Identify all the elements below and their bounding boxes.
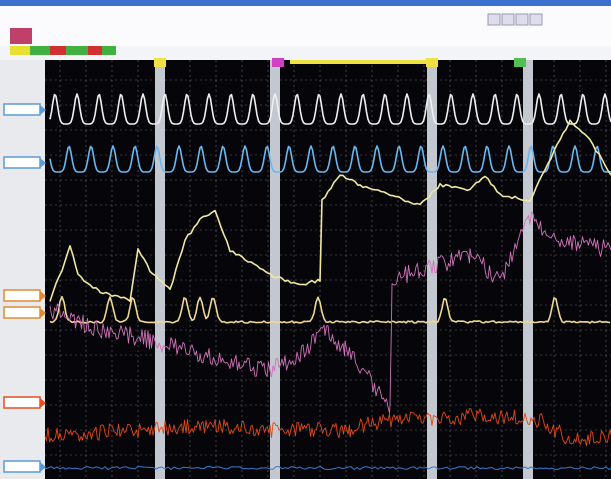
event-bar: [270, 60, 280, 479]
status-strip: [10, 46, 116, 55]
status-cell: [10, 46, 30, 55]
channel-tab: [4, 307, 40, 318]
channel-tab: [4, 157, 40, 168]
event-marker: [272, 58, 284, 67]
event-marker: [154, 58, 166, 67]
channel-tab: [4, 461, 40, 472]
window-button[interactable]: [488, 14, 500, 25]
status-cell: [102, 46, 116, 55]
window-button[interactable]: [516, 14, 528, 25]
window-button[interactable]: [502, 14, 514, 25]
record-indicator[interactable]: [10, 28, 32, 44]
status-cell: [30, 46, 50, 55]
channel-tab: [4, 290, 40, 301]
marker-band: [290, 60, 430, 64]
event-bar: [155, 60, 165, 479]
event-marker: [514, 58, 526, 67]
channel-tab: [4, 104, 40, 115]
window-button[interactable]: [530, 14, 542, 25]
status-cell: [66, 46, 88, 55]
channel-sidebar: [0, 60, 45, 479]
status-cell: [50, 46, 66, 55]
status-cell: [88, 46, 102, 55]
toolbar: [0, 6, 611, 46]
title-strip: [0, 0, 611, 6]
channel-tab: [4, 397, 40, 408]
